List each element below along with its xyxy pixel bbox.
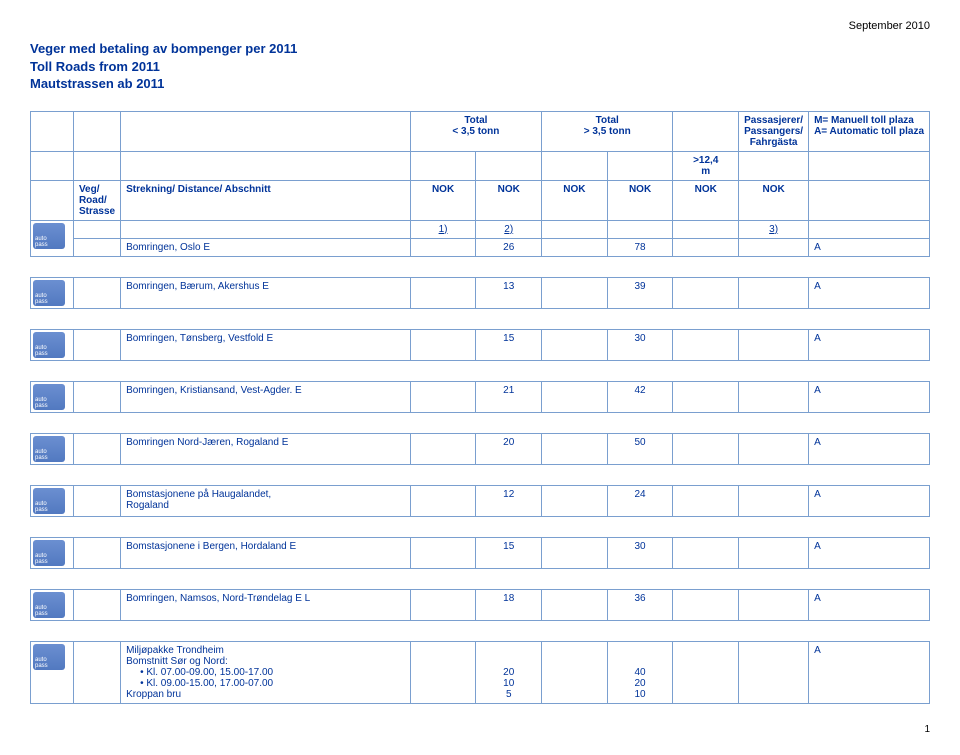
toll-table: Total < 3,5 tonn Total > 3,5 tonn Passas…: [30, 111, 930, 704]
autopass-logo: [33, 223, 65, 249]
table-row: Bomringen, Kristiansand, Vest-Agder. E 2…: [31, 381, 930, 412]
note-3: 3): [739, 220, 809, 238]
row-name: Bomringen, Bærum, Akershus E: [121, 277, 411, 308]
title-2: Toll Roads from 2011: [30, 58, 930, 76]
v: 5: [481, 689, 536, 700]
v: 10: [613, 689, 668, 700]
table-row-miljopakke: Miljøpakke Trondheim Bomstnitt Sør og No…: [31, 641, 930, 703]
col-total-gt: Total > 3,5 tonn: [542, 111, 673, 151]
label-row: Veg/ Road/ Strasse Strekning/ Distance/ …: [31, 180, 930, 220]
row-name: Bomringen, Kristiansand, Vest-Agder. E: [121, 381, 411, 412]
row-val1: 15: [476, 329, 542, 360]
title-1: Veger med betaling av bompenger per 2011: [30, 40, 930, 58]
page-titles: Veger med betaling av bompenger per 2011…: [30, 40, 930, 93]
row-val2: 50: [607, 433, 673, 464]
autopass-logo: [33, 540, 65, 566]
row-val2: 42: [607, 381, 673, 412]
col-extra: >12,4 m: [673, 151, 739, 180]
table-row: Bomstasjonene på Haugalandet, Rogaland 1…: [31, 485, 930, 516]
row-val2: 40 20 10: [607, 641, 673, 703]
row-type: A: [809, 329, 930, 360]
row-name-complex: Miljøpakke Trondheim Bomstnitt Sør og No…: [121, 641, 411, 703]
row-type: A: [809, 277, 930, 308]
autopass-logo: [33, 384, 65, 410]
row-val1: 26: [476, 238, 542, 256]
autopass-logo: [33, 280, 65, 306]
nok-2: NOK: [476, 180, 542, 220]
row-name: Bomstasjonene på Haugalandet, Rogaland: [121, 485, 411, 516]
row-type: A: [809, 433, 930, 464]
nok-4: NOK: [607, 180, 673, 220]
label-strek: Strekning/ Distance/ Abschnitt: [121, 180, 411, 220]
note-1: 1): [410, 220, 476, 238]
row-val2: 36: [607, 589, 673, 620]
col-total-lt: Total < 3,5 tonn: [410, 111, 541, 151]
v: 40: [613, 667, 668, 678]
row-name: Bomringen, Tønsberg, Vestfold E: [121, 329, 411, 360]
header-row-2: >12,4 m: [31, 151, 930, 180]
autopass-logo: [33, 332, 65, 358]
autopass-logo: [33, 592, 65, 618]
row-val1: 20 10 5: [476, 641, 542, 703]
title-3: Mautstrassen ab 2011: [30, 75, 930, 93]
v: 20: [481, 667, 536, 678]
autopass-logo: [33, 436, 65, 462]
row-type: A: [809, 238, 930, 256]
row-val1: 15: [476, 537, 542, 568]
nok-1: NOK: [410, 180, 476, 220]
col-legend: M= Manuell toll plaza A= Automatic toll …: [809, 111, 930, 151]
nok-6: NOK: [739, 180, 809, 220]
autopass-logo: [33, 644, 65, 670]
table-row: Bomringen, Namsos, Nord-Trøndelag E L 18…: [31, 589, 930, 620]
table-row: Bomringen Nord-Jæren, Rogaland E 20 50 A: [31, 433, 930, 464]
row-type: A: [809, 537, 930, 568]
autopass-logo: [33, 488, 65, 514]
row-type: A: [809, 485, 930, 516]
row-val1: 13: [476, 277, 542, 308]
row-type: A: [809, 641, 930, 703]
row-name: Bomstasjonene i Bergen, Hordaland E: [121, 537, 411, 568]
row-val1: 20: [476, 433, 542, 464]
v: 20: [613, 678, 668, 689]
row-val1: 12: [476, 485, 542, 516]
line: Kroppan bru: [126, 689, 405, 700]
row-val2: 78: [607, 238, 673, 256]
row-val2: 30: [607, 329, 673, 360]
header-row-1: Total < 3,5 tonn Total > 3,5 tonn Passas…: [31, 111, 930, 151]
note-2: 2): [476, 220, 542, 238]
label-veg: Veg/ Road/ Strasse: [73, 180, 120, 220]
notes-row: 1) 2) 3): [31, 220, 930, 238]
table-row: Bomringen, Tønsberg, Vestfold E 15 30 A: [31, 329, 930, 360]
col-pass: Passasjerer/ Passangers/ Fahrgästa: [739, 111, 809, 151]
table-row: Bomringen, Oslo E 26 78 A: [31, 238, 930, 256]
line: Bomstnitt Sør og Nord:: [126, 656, 405, 667]
nok-3: NOK: [542, 180, 608, 220]
line: Miljøpakke Trondheim: [126, 645, 405, 656]
row-val1: 21: [476, 381, 542, 412]
table-row: Bomringen, Bærum, Akershus E 13 39 A: [31, 277, 930, 308]
row-name: Bomringen Nord-Jæren, Rogaland E: [121, 433, 411, 464]
row-name: Bomringen, Oslo E: [121, 238, 411, 256]
bullet: Kl. 07.00-09.00, 15.00-17.00: [146, 667, 273, 678]
row-name: Bomringen, Namsos, Nord-Trøndelag E L: [121, 589, 411, 620]
nok-5: NOK: [673, 180, 739, 220]
header-date: September 2010: [30, 20, 930, 32]
row-val2: 39: [607, 277, 673, 308]
row-val2: 30: [607, 537, 673, 568]
page-number: 1: [30, 724, 930, 735]
row-type: A: [809, 381, 930, 412]
row-val2: 24: [607, 485, 673, 516]
table-row: Bomstasjonene i Bergen, Hordaland E 15 3…: [31, 537, 930, 568]
row-type: A: [809, 589, 930, 620]
v: 10: [481, 678, 536, 689]
row-val1: 18: [476, 589, 542, 620]
bullet: Kl. 09.00-15.00, 17.00-07.00: [146, 678, 273, 689]
